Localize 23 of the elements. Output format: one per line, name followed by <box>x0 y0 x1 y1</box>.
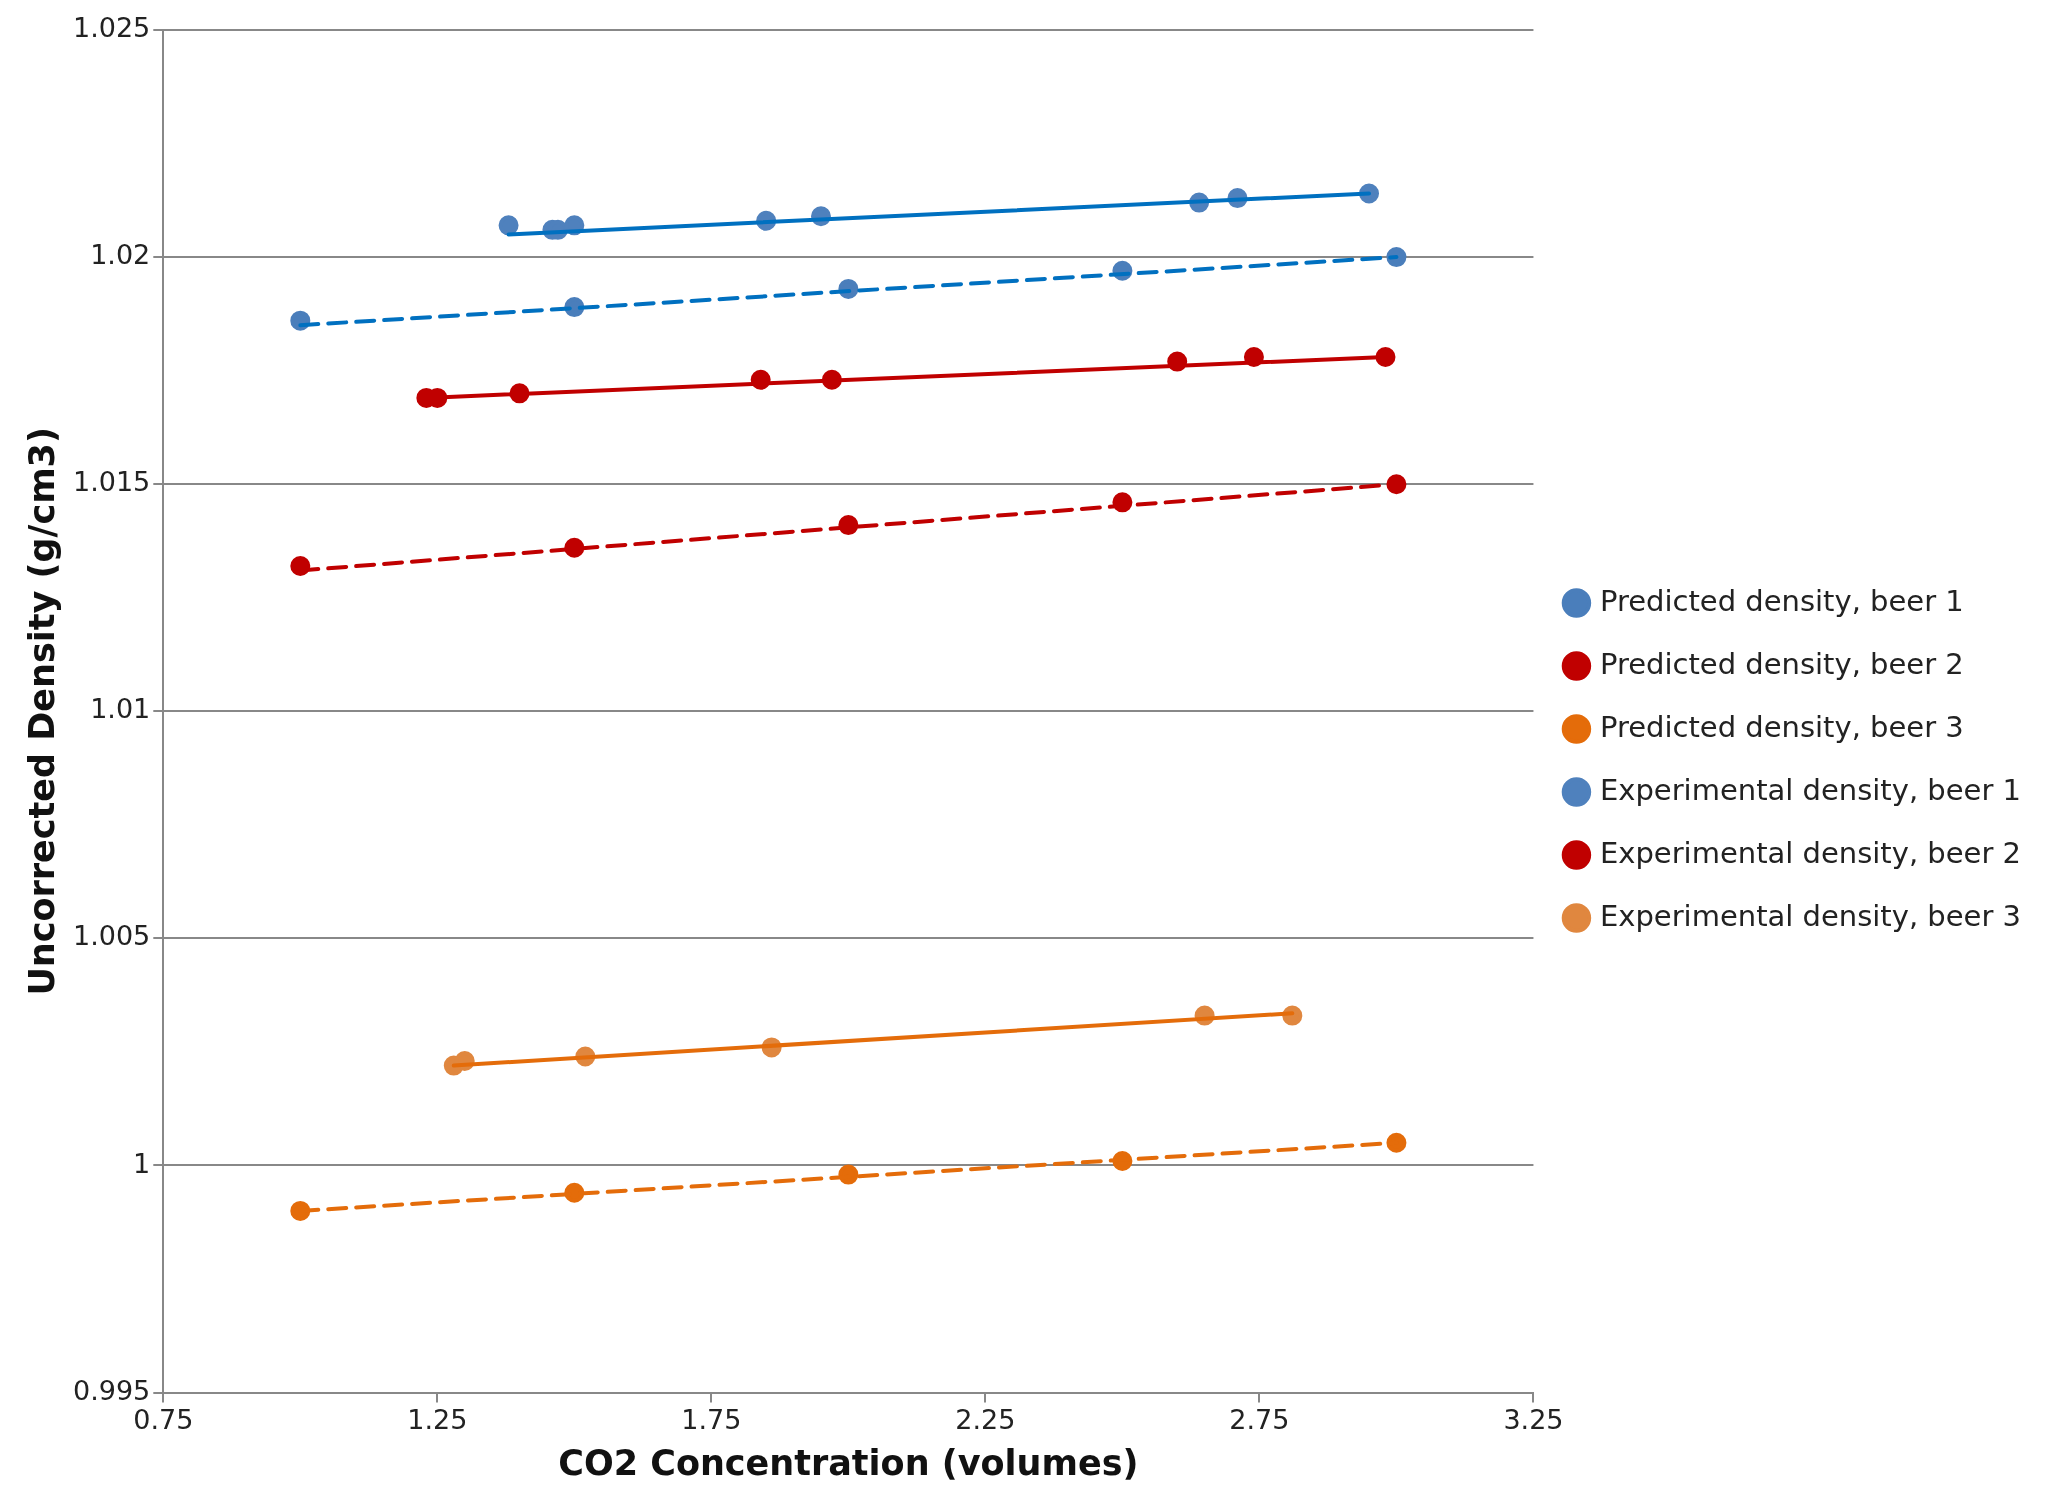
y-tick-label: 1.015 <box>73 466 151 498</box>
legend-label: Predicted density, beer 3 <box>1599 709 1964 744</box>
y-tick-label: 1.02 <box>90 239 151 271</box>
y-axis-title: Uncorrected Density (g/cm3) <box>22 427 63 996</box>
y-tick-label: 0.995 <box>73 1374 151 1406</box>
legend-label: Predicted density, beer 1 <box>1599 583 1964 618</box>
legend-label: Experimental density, beer 3 <box>1599 898 2022 933</box>
point <box>498 215 519 236</box>
y-tick-label: 1.025 <box>73 12 151 44</box>
x-tick-label: 2.25 <box>955 1403 1016 1435</box>
legend-label: Predicted density, beer 2 <box>1599 646 1964 681</box>
legend-label: Experimental density, beer 2 <box>1599 835 2022 870</box>
x-tick-label: 0.75 <box>133 1403 194 1435</box>
x-axis-title: CO2 Concentration (volumes) <box>558 1443 1139 1484</box>
y-tick-label: 1.005 <box>73 920 151 952</box>
x-tick-label: 2.75 <box>1229 1403 1290 1435</box>
legend-label: Experimental density, beer 1 <box>1599 772 2022 807</box>
point <box>1386 1132 1407 1153</box>
x-tick-label: 3.25 <box>1503 1403 1564 1435</box>
y-tick-label: 1 <box>133 1147 151 1179</box>
x-tick-label: 1.25 <box>407 1403 468 1435</box>
y-tick-label: 1.01 <box>90 693 151 725</box>
x-tick-label: 1.75 <box>681 1403 742 1435</box>
